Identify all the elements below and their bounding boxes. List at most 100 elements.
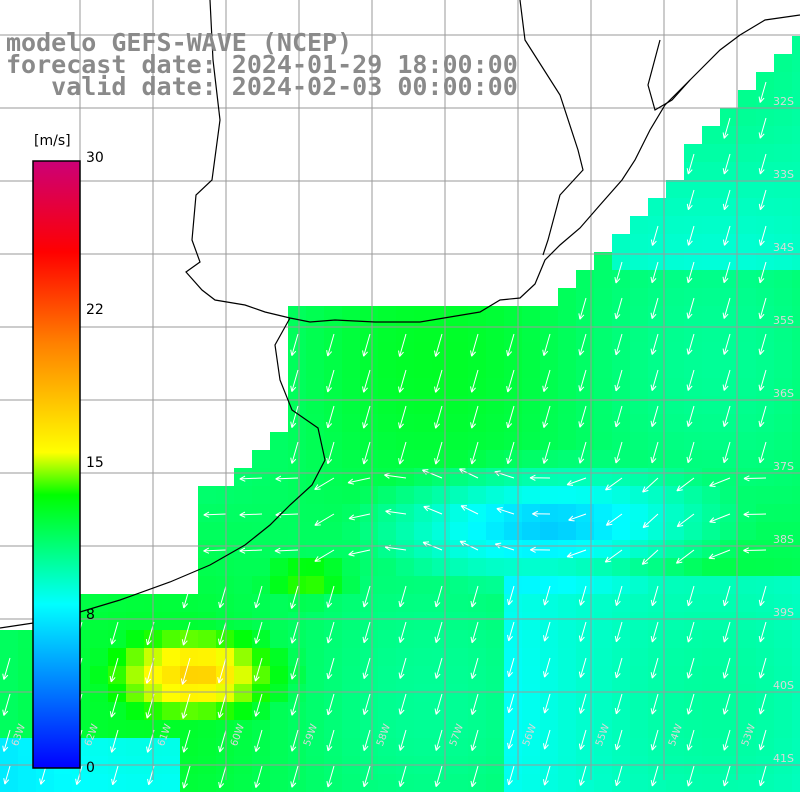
wind-arrow xyxy=(542,405,551,428)
speed-cell xyxy=(684,666,702,684)
wind-arrow xyxy=(686,297,695,319)
wind-arrow xyxy=(470,621,479,644)
speed-cell xyxy=(396,360,414,378)
speed-cell xyxy=(342,486,360,504)
speed-cell xyxy=(450,558,468,576)
speed-cell xyxy=(594,576,612,594)
speed-cell xyxy=(540,360,558,378)
wind-arrow xyxy=(507,657,515,678)
speed-cell xyxy=(720,630,738,648)
speed-cell xyxy=(576,342,594,360)
speed-cell xyxy=(684,378,702,396)
wind-arrow xyxy=(578,441,587,464)
speed-cell xyxy=(684,216,702,234)
speed-cell xyxy=(792,504,800,522)
speed-cell xyxy=(306,594,324,612)
wind-arrow xyxy=(605,513,623,526)
speed-cell xyxy=(702,252,720,270)
speed-cell xyxy=(486,486,504,504)
speed-cell xyxy=(288,540,306,558)
speed-cell xyxy=(666,720,684,738)
wind-arrow xyxy=(758,81,767,103)
river-plate-coast xyxy=(0,317,326,629)
speed-cell xyxy=(558,522,576,540)
wind-arrow xyxy=(686,729,695,751)
speed-cell xyxy=(486,612,504,630)
speed-cell xyxy=(666,684,684,702)
speed-cell xyxy=(792,90,800,108)
speed-cell xyxy=(576,666,594,684)
speed-cell xyxy=(738,414,756,432)
wind-arrow xyxy=(385,508,407,515)
wind-arrow xyxy=(181,693,191,719)
speed-cell xyxy=(414,558,432,576)
speed-cell xyxy=(594,288,612,306)
speed-cell xyxy=(252,540,270,558)
speed-cell xyxy=(126,684,144,702)
wind-arrow xyxy=(758,765,767,787)
speed-cell xyxy=(702,234,720,252)
speed-cell xyxy=(612,720,630,738)
lagoon-coast xyxy=(647,39,691,111)
speed-cell xyxy=(756,180,774,198)
speed-cell xyxy=(306,378,324,396)
speed-cell xyxy=(720,378,738,396)
speed-cell xyxy=(234,702,252,720)
speed-cell xyxy=(648,234,666,252)
speed-cell xyxy=(630,648,648,666)
wind-arrow xyxy=(686,153,695,175)
speed-cell xyxy=(612,558,630,576)
speed-cell xyxy=(486,594,504,612)
speed-cell xyxy=(666,270,684,288)
speed-cell xyxy=(252,648,270,666)
speed-cell xyxy=(756,558,774,576)
speed-cell xyxy=(684,306,702,324)
speed-cell xyxy=(414,450,432,468)
speed-cell xyxy=(684,324,702,342)
speed-cell xyxy=(558,342,576,360)
wind-arrow xyxy=(507,729,515,750)
speed-cell xyxy=(324,774,342,792)
wind-arrow xyxy=(722,189,731,211)
wind-arrow xyxy=(542,441,551,464)
speed-cell xyxy=(306,306,324,324)
wind-arrow xyxy=(568,513,587,522)
speed-cell xyxy=(684,180,702,198)
wind-arrow xyxy=(398,405,407,429)
wind-arrow xyxy=(362,657,371,680)
speed-cell xyxy=(612,252,630,270)
speed-cell xyxy=(720,108,738,126)
speed-cell xyxy=(558,432,576,450)
speed-cell xyxy=(720,720,738,738)
speed-cell xyxy=(450,576,468,594)
wind-arrow xyxy=(758,189,767,211)
speed-cell xyxy=(666,702,684,720)
speed-cell xyxy=(540,432,558,450)
speed-cell xyxy=(306,630,324,648)
speed-cell xyxy=(216,702,234,720)
speed-cell xyxy=(702,702,720,720)
speed-cell xyxy=(702,594,720,612)
wind-arrow xyxy=(650,693,659,715)
wind-arrow xyxy=(111,765,119,786)
wind-arrow xyxy=(326,369,335,393)
wind-arrow xyxy=(614,261,623,284)
speed-cell xyxy=(738,774,756,792)
speed-cell xyxy=(396,648,414,666)
speed-cell xyxy=(702,126,720,144)
speed-cell xyxy=(774,432,792,450)
speed-cell xyxy=(756,270,774,288)
speed-cell xyxy=(702,180,720,198)
wind-arrow xyxy=(722,621,731,643)
speed-cell xyxy=(378,738,396,756)
wind-arrow xyxy=(743,511,767,518)
speed-cell xyxy=(486,342,504,360)
speed-cell xyxy=(450,738,468,756)
speed-cell xyxy=(306,666,324,684)
speed-cell xyxy=(288,630,306,648)
latitude-label: 33S xyxy=(773,168,794,181)
speed-cell xyxy=(774,522,792,540)
wind-arrow xyxy=(314,513,335,526)
speed-cell xyxy=(720,684,738,702)
speed-cell xyxy=(792,198,800,216)
